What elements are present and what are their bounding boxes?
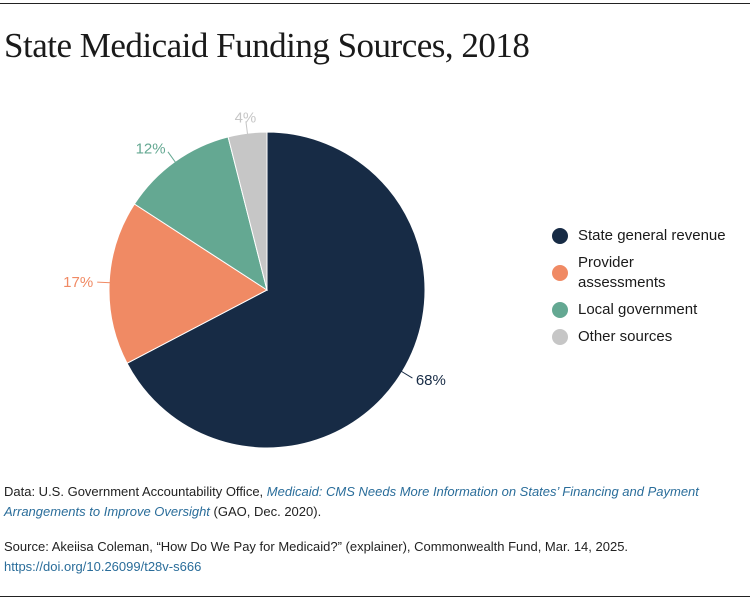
bottom-rule (0, 596, 750, 597)
legend: State general revenue Provider assessmen… (552, 226, 750, 354)
top-rule (0, 3, 750, 4)
leader-line (167, 151, 178, 166)
leader-line (245, 121, 249, 138)
legend-swatch (552, 302, 568, 318)
legend-swatch (552, 228, 568, 244)
legend-label: Other sources (578, 328, 673, 345)
data-label: 4% (235, 109, 257, 126)
legend-item-local-government: Local government (552, 300, 750, 320)
legend-label: Local government (578, 301, 698, 318)
legend-label: Provider assessments (578, 254, 666, 291)
leader-line (97, 281, 114, 284)
data-label: 68% (416, 372, 446, 389)
data-suffix: (GAO, Dec. 2020). (209, 504, 322, 519)
source-note: Source: Akeiisa Coleman, “How Do We Pay … (4, 537, 744, 577)
data-label: 12% (136, 141, 166, 158)
gao-report-link[interactable]: Medicaid: CMS Needs More Information on … (4, 484, 699, 519)
data-note: Data: U.S. Government Accountability Off… (4, 482, 744, 522)
legend-item-provider-assessments: Provider assessments (552, 253, 750, 293)
leader-line (398, 369, 413, 379)
pie-chart: 68% 17% 12% 4% (63, 109, 446, 449)
data-prefix: Data: U.S. Government Accountability Off… (4, 484, 267, 499)
data-label: 17% (63, 274, 93, 291)
legend-label: State general revenue (578, 227, 726, 244)
legend-item-state-general-revenue: State general revenue (552, 226, 750, 246)
legend-swatch (552, 329, 568, 345)
legend-item-other-sources: Other sources (552, 327, 750, 347)
chart-title: State Medicaid Funding Sources, 2018 (4, 26, 530, 65)
doi-link[interactable]: https://doi.org/10.26099/t28v-s666 (4, 559, 202, 574)
legend-swatch (552, 265, 568, 281)
source-text: Source: Akeiisa Coleman, “How Do We Pay … (4, 539, 629, 554)
